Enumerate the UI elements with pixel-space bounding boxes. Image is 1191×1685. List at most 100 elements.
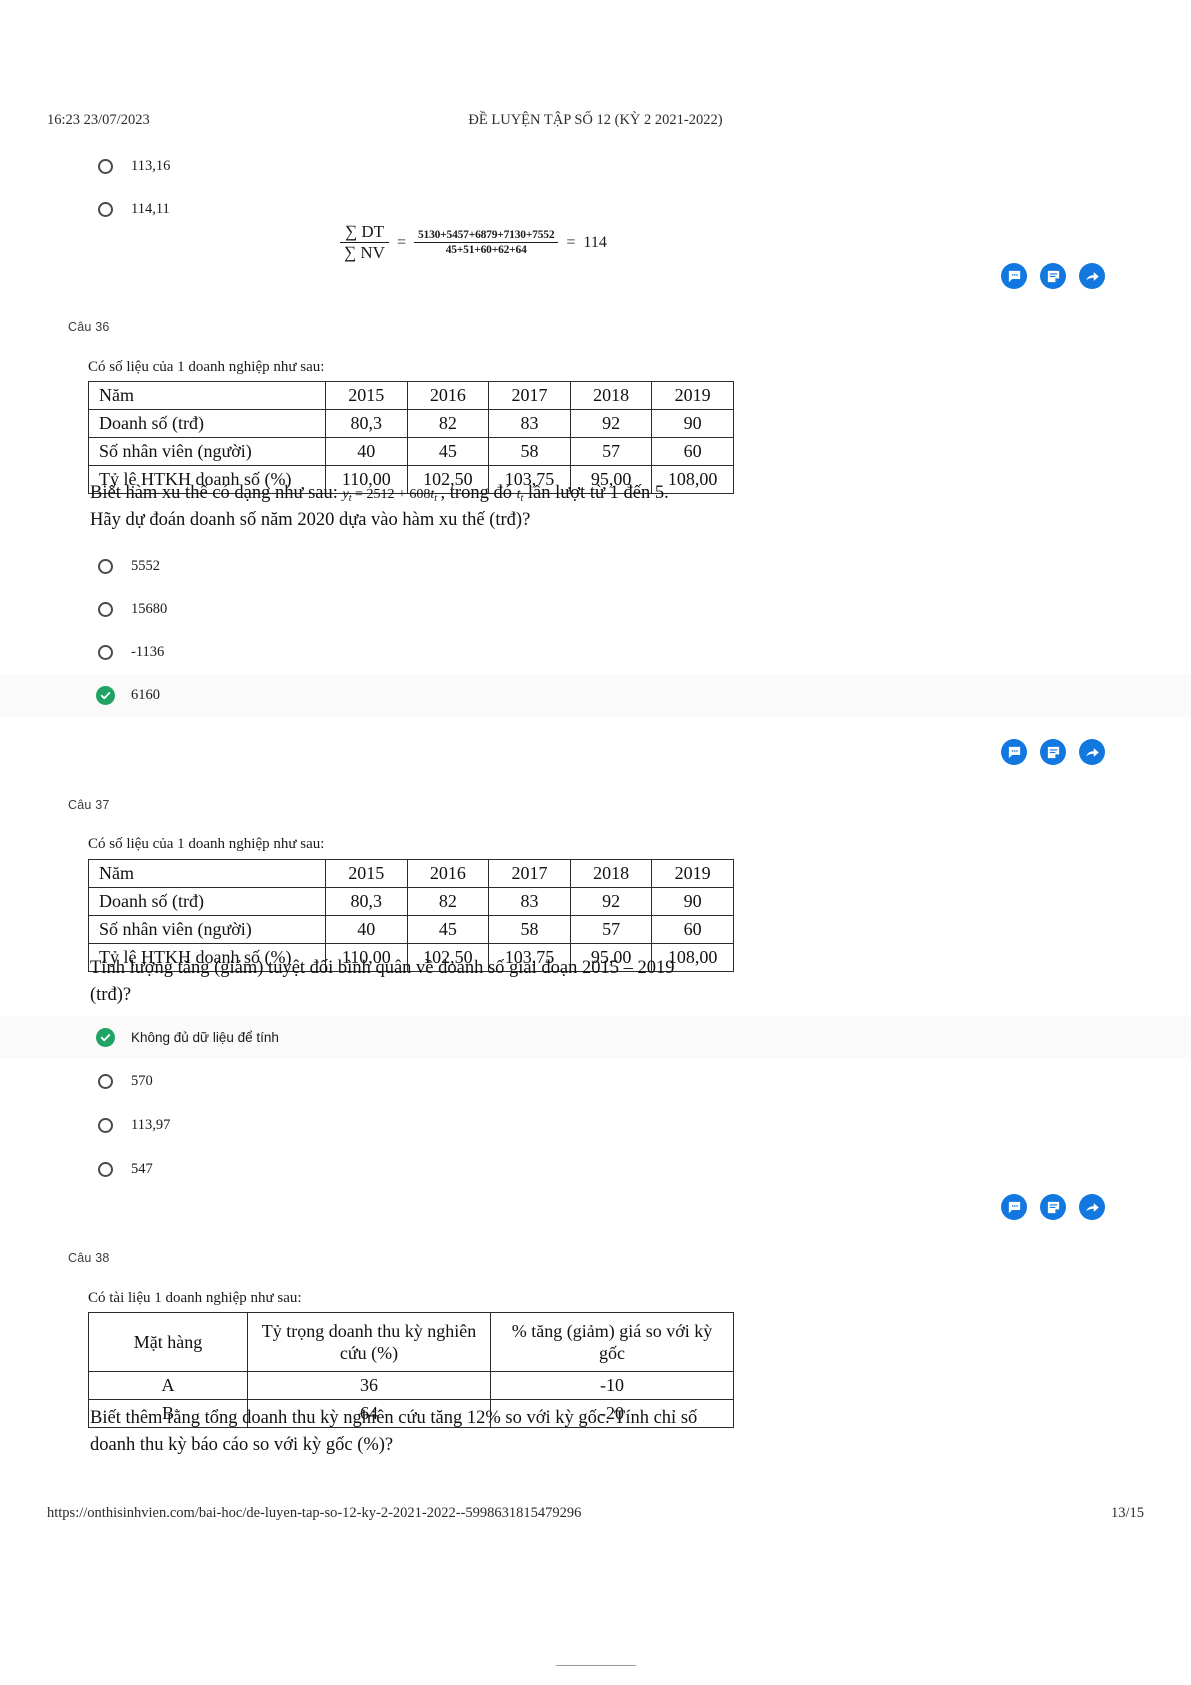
- share-arrow-icon[interactable]: [1079, 1194, 1105, 1220]
- equation-rhs-denominator: 45+51+60+62+64: [445, 244, 527, 257]
- equation-rhs-fraction: 5130+5457+6879+7130+7552 45+51+60+62+64: [413, 228, 559, 258]
- table-header-row: Mặt hàng Tỷ trọng doanh thu kỳ nghiên cứ…: [88, 1312, 734, 1372]
- equation-lhs-fraction: ∑ DT ∑ NV: [340, 222, 389, 263]
- share-arrow-icon[interactable]: [1079, 263, 1105, 289]
- check-circle-icon: [96, 1028, 115, 1047]
- option-row[interactable]: 114,11: [0, 188, 1191, 231]
- cell: -10: [490, 1371, 734, 1400]
- formula-t: t: [430, 487, 435, 502]
- data-table-38: Mặt hàng Tỷ trọng doanh thu kỳ nghiên cứ…: [88, 1312, 734, 1428]
- option-row-correct[interactable]: 6160: [0, 674, 1191, 717]
- fraction-bar: [340, 241, 389, 244]
- cell: Tỷ lệ HTKH doanh số (%): [88, 465, 326, 494]
- cell: 64: [247, 1399, 491, 1428]
- cell: Số nhân viên (người): [88, 437, 326, 466]
- cell: 57: [569, 915, 653, 944]
- note-icon[interactable]: [1040, 1194, 1066, 1220]
- cell: 108,00: [651, 465, 734, 494]
- formula-t2: t: [516, 487, 521, 502]
- comment-bubble-icon[interactable]: [1001, 1194, 1027, 1220]
- table-row: A 36 -10: [88, 1371, 734, 1400]
- radio-unselected-icon[interactable]: [98, 645, 113, 660]
- question-prompt-36: Biết hàm xu thế có dạng như sau: y t = 25…: [90, 480, 770, 534]
- prompt-text-c: lần lượt từ 1 đến 5.: [527, 483, 669, 503]
- cell: 2016: [406, 859, 490, 888]
- data-table-36: Năm 2015 2016 2017 2018 2019 Doanh số (t…: [88, 381, 734, 494]
- radio-unselected-icon[interactable]: [98, 202, 113, 217]
- question-label-37: Câu 37: [68, 798, 110, 812]
- option-row[interactable]: -1136: [0, 631, 1191, 674]
- option-row[interactable]: 113,16: [0, 145, 1191, 188]
- option-row[interactable]: 570: [0, 1060, 1191, 1103]
- option-row[interactable]: 5552: [0, 545, 1191, 588]
- formula-y: y: [342, 487, 349, 502]
- option-label: Không đủ dữ liệu để tính: [131, 1030, 279, 1045]
- cell: 2017: [488, 859, 571, 888]
- cell: 60: [651, 915, 734, 944]
- equation-result: 114: [583, 233, 607, 251]
- cell: Doanh số (trđ): [88, 887, 326, 916]
- prompt-line-1: Tính lượng tăng (giảm) tuyệt đối bình qu…: [90, 958, 675, 978]
- cell: -20: [490, 1399, 734, 1428]
- radio-unselected-icon[interactable]: [98, 1074, 113, 1089]
- radio-unselected-icon[interactable]: [98, 1118, 113, 1133]
- option-label: -1136: [131, 644, 165, 660]
- cell: 80,3: [325, 887, 408, 916]
- table-row: Số nhân viên (người) 40 45 58 57 60: [88, 915, 734, 944]
- cell: 58: [488, 915, 571, 944]
- radio-unselected-icon[interactable]: [98, 559, 113, 574]
- table-row: Doanh số (trđ) 80,3 82 83 92 90: [88, 887, 734, 916]
- cell: 2016: [406, 381, 490, 410]
- option-label: 114,11: [131, 201, 170, 217]
- question-prompt-37: Tính lượng tăng (giảm) tuyệt đối bình qu…: [90, 955, 770, 1009]
- cell: 36: [247, 1371, 491, 1400]
- option-label: 570: [131, 1073, 153, 1089]
- data-table-37: Năm 2015 2016 2017 2018 2019 Doanh số (t…: [88, 859, 734, 972]
- cell: 92: [569, 409, 653, 438]
- option-row[interactable]: 113,97: [0, 1104, 1191, 1147]
- cell: 102,50: [406, 465, 490, 494]
- cell: 2015: [325, 381, 408, 410]
- trend-formula: yt = 2512 + 608tt: [342, 487, 438, 504]
- column-header: % tăng (giảm) giá so với kỳ gốc: [490, 1312, 734, 1372]
- radio-unselected-icon[interactable]: [98, 1162, 113, 1177]
- table-row: Tỷ lệ HTKH doanh số (%) 110,00 102,50 10…: [88, 465, 734, 494]
- header-document-title: ĐỀ LUYỆN TẬP SỐ 12 (KỲ 2 2021-2022): [468, 112, 723, 128]
- prompt-line-1: Biết thêm rằng tổng doanh thu kỳ nghiên …: [90, 1408, 698, 1428]
- table-row: Số nhân viên (người) 40 45 58 57 60: [88, 437, 734, 466]
- cell: Doanh số (trđ): [88, 409, 326, 438]
- cell: B: [88, 1399, 248, 1428]
- radio-unselected-icon[interactable]: [98, 159, 113, 174]
- cell: 92: [569, 887, 653, 916]
- cell: 83: [488, 409, 571, 438]
- check-circle-icon: [96, 686, 115, 705]
- note-icon[interactable]: [1040, 263, 1066, 289]
- option-row[interactable]: 547: [0, 1148, 1191, 1191]
- comment-bubble-icon[interactable]: [1001, 739, 1027, 765]
- cell: 40: [325, 915, 408, 944]
- comment-bubble-icon[interactable]: [1001, 263, 1027, 289]
- cell: 102,50: [406, 943, 490, 972]
- option-row[interactable]: 15680: [0, 588, 1191, 631]
- note-icon[interactable]: [1040, 739, 1066, 765]
- page-break-hairline: [556, 1665, 636, 1666]
- option-label: 5552: [131, 558, 160, 574]
- column-header: Mặt hàng: [88, 1312, 248, 1372]
- cell: 2015: [325, 859, 408, 888]
- table-row: Năm 2015 2016 2017 2018 2019: [88, 859, 734, 888]
- cell: 2019: [651, 381, 734, 410]
- share-arrow-icon[interactable]: [1079, 739, 1105, 765]
- prompt-text-b: , trong đó: [440, 483, 512, 503]
- question-label-38: Câu 38: [68, 1251, 110, 1265]
- cell: 95,00: [569, 465, 653, 494]
- cell: 45: [406, 915, 490, 944]
- cell: A: [88, 1371, 248, 1400]
- radio-unselected-icon[interactable]: [98, 602, 113, 617]
- question-actions: [1001, 263, 1105, 289]
- cell: 110,00: [325, 943, 408, 972]
- question-label-36: Câu 36: [68, 320, 110, 334]
- prompt-line-2: Hãy dự đoán doanh số năm 2020 dựa vào hà…: [90, 509, 531, 530]
- equals-sign-2: =: [566, 233, 576, 251]
- cell: 110,00: [325, 465, 408, 494]
- option-row-correct[interactable]: Không đủ dữ liệu để tính: [0, 1016, 1191, 1059]
